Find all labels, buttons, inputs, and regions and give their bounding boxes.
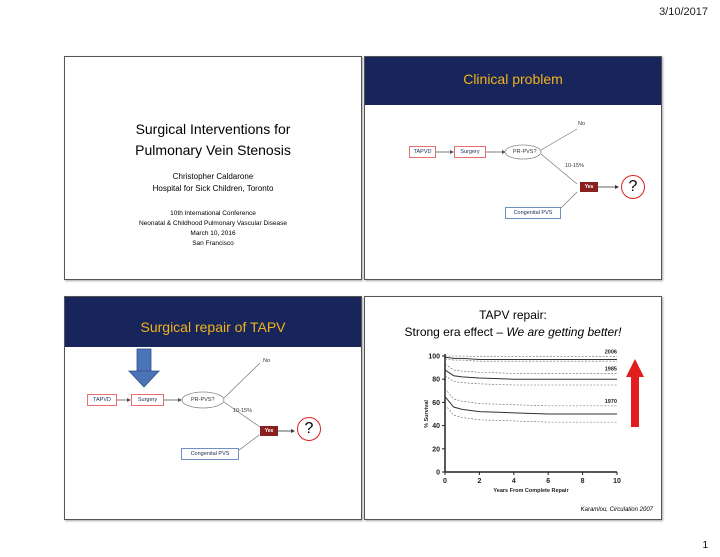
series-label-2006: 2006 — [605, 350, 617, 356]
question-mark-icon: ? — [297, 417, 321, 441]
slide-3-title: Surgical repair of TAPV — [140, 319, 286, 335]
y-axis-label: % Survival — [424, 400, 430, 428]
series-ci-lower-1985 — [444, 375, 617, 386]
slide-2-clinical-problem: Clinical problem TAPVD Surgery PR-PVS? N… — [364, 56, 662, 280]
series-ci-lower-1970 — [444, 404, 617, 423]
congenital-pvs-box: Congenital PVS — [181, 448, 239, 460]
question-mark-icon: ? — [621, 175, 645, 199]
outcome-yes-box: Yes — [260, 426, 278, 436]
slide-4-title: TAPV repair: Strong era effect – We are … — [365, 307, 661, 341]
arrow-down-icon-head — [128, 370, 160, 388]
outcome-no-label: No — [263, 358, 271, 364]
series-line-2006 — [444, 356, 617, 360]
arrow-up-icon-head — [626, 359, 644, 377]
x-axis-label: Years From Complete Repair — [493, 488, 569, 494]
congenital-pvs-box: Congenital PVS — [505, 207, 561, 219]
x-tick-label: 0 — [443, 478, 447, 485]
conference-block: 10th International Conference Neonatal &… — [65, 209, 361, 249]
x-tick-label: 8 — [581, 478, 585, 485]
talk-title-line-2: Pulmonary Vein Stenosis — [135, 142, 291, 158]
slide-4-title-emphasis: We are getting better! — [506, 325, 622, 339]
flowchart-connectors — [434, 128, 619, 210]
percent-label: 10-15% — [565, 163, 584, 169]
arrow-down-icon — [136, 348, 152, 372]
page-number: 1 — [702, 540, 708, 551]
x-tick-label: 6 — [546, 478, 550, 485]
decision-label: PR-PVS? — [513, 149, 537, 155]
citation: Karamlou, Circulation 2007 — [580, 507, 653, 513]
x-tick-label: 4 — [512, 478, 516, 485]
conference-location: San Francisco — [192, 240, 234, 247]
slide-4-tapv-repair: TAPV repair: Strong era effect – We are … — [364, 296, 662, 520]
survival-chart: 0 20 40 60 80 100 0 2 4 6 8 10 Years From Complete R… — [424, 350, 621, 494]
slide-3-surgical-repair: Surgical repair of TAPV TAPVD Surgery PR… — [64, 296, 362, 520]
y-tick-label: 0 — [436, 470, 440, 477]
slide-3-title-bar: Surgical repair of TAPV — [65, 297, 361, 347]
author-institution: Hospital for Sick Children, Toronto — [152, 184, 274, 193]
series-line-1985 — [444, 369, 617, 380]
outcome-no-label: No — [578, 121, 586, 127]
y-tick-label: 60 — [432, 400, 440, 407]
conference-edition: 10th International Conference — [170, 210, 256, 217]
conference-name: Neonatal & Childhood Pulmonary Vascular … — [138, 220, 287, 227]
percent-label: 10-15% — [233, 408, 252, 414]
decision-label: PR-PVS? — [191, 397, 215, 403]
slide-4-title-prefix: Strong era effect – — [404, 325, 507, 339]
y-tick-label: 20 — [432, 446, 440, 453]
conference-date: March 10, 2016 — [190, 230, 236, 237]
y-tick-label: 40 — [432, 423, 440, 430]
flowchart-connectors — [115, 348, 295, 452]
slide-4-title-line-1: TAPV repair: — [479, 308, 547, 322]
author-block: Christopher Caldarone Hospital for Sick … — [65, 171, 361, 195]
series-label-1970: 1970 — [605, 399, 617, 405]
y-tick-label: 80 — [432, 377, 440, 384]
surgery-box: Surgery — [131, 394, 164, 406]
x-tick-label: 10 — [613, 478, 621, 485]
slide-4-title-line-2: Strong era effect – We are getting bette… — [365, 324, 661, 341]
talk-title: Surgical Interventions for Pulmonary Vei… — [65, 119, 361, 161]
series-ci-upper-1970 — [444, 388, 617, 407]
slide-2-title-bar: Clinical problem — [365, 57, 661, 105]
arrow-up-icon — [631, 375, 639, 427]
tapvd-box: TAPVD — [409, 146, 436, 158]
tapvd-box: TAPVD — [87, 394, 117, 406]
talk-title-line-1: Surgical Interventions for — [135, 121, 291, 137]
slide-2-title: Clinical problem — [463, 71, 563, 87]
series-line-1970 — [444, 396, 617, 415]
improvement-arrow — [626, 359, 644, 427]
series-label-1985: 1985 — [605, 366, 617, 372]
surgery-box: Surgery — [454, 146, 486, 158]
author-name: Christopher Caldarone — [172, 172, 254, 181]
series-ci-upper-1985 — [444, 363, 617, 374]
outcome-yes-box: Yes — [580, 182, 598, 192]
y-tick-label: 100 — [428, 354, 440, 361]
header-date: 3/10/2017 — [659, 6, 708, 18]
slide-1-title: Surgical Interventions for Pulmonary Vei… — [64, 56, 362, 280]
x-tick-label: 2 — [477, 478, 481, 485]
